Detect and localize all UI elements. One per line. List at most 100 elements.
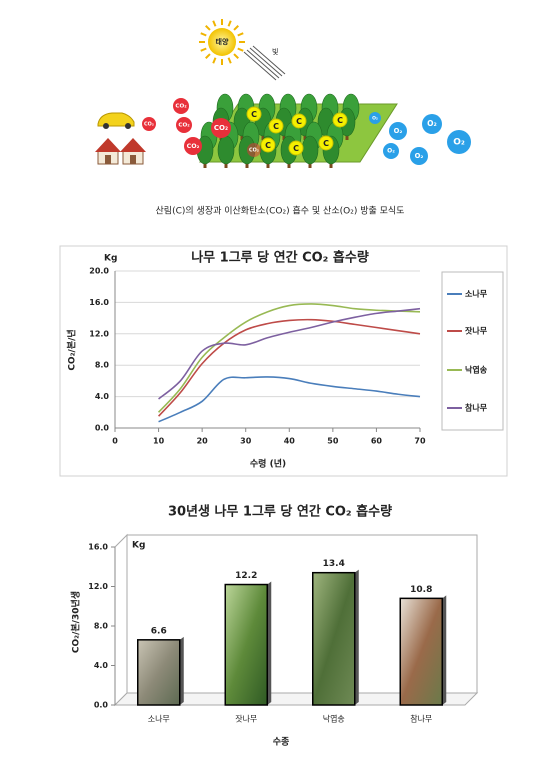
y-tick-label: 8.0	[95, 361, 110, 370]
co2-bubble	[173, 98, 189, 114]
carbon-dot	[291, 113, 307, 129]
light-arrow	[243, 51, 277, 81]
chart-title: 나무 1그루 당 연간 CO₂ 흡수량	[191, 250, 369, 266]
light-arrow	[252, 45, 286, 75]
x-axis-label: 수종	[273, 737, 290, 748]
y-tick-label: 4.0	[95, 392, 110, 401]
bar	[137, 639, 181, 706]
o2-bubble	[389, 122, 407, 140]
y-tick-label: 16.0	[89, 298, 109, 307]
sun-ray	[200, 47, 207, 52]
o2-label: O₂	[387, 148, 395, 155]
sun-ray	[233, 25, 239, 31]
co2-bubble	[211, 118, 231, 138]
sun-ray	[233, 53, 239, 59]
o2-label: O₂	[372, 116, 378, 122]
bar	[312, 571, 356, 706]
legend-label: 소나무	[465, 289, 488, 299]
line-chart: 나무 1그루 당 연간 CO₂ 흡수량 Kg CO₂/본/년수령 (년) 0.0 4.0…	[66, 250, 488, 470]
carbon-dot	[288, 140, 304, 156]
co2-label: CO₂	[144, 122, 154, 128]
y-axis-label: CO₂/본/년	[66, 329, 78, 370]
bar	[399, 597, 443, 706]
x-tick-label: 60	[371, 437, 383, 446]
sun-ray	[237, 47, 244, 52]
carbon-dot	[318, 135, 334, 151]
x-tick-label: 낙엽송	[323, 714, 345, 724]
co2-label: CO₂	[178, 123, 190, 129]
carbon-dot	[332, 112, 348, 128]
value-label: 13.4	[323, 559, 345, 569]
chart-title: 30년생 나무 1그루 당 연간 CO₂ 흡수량	[168, 504, 392, 520]
co2-label: CO₂	[187, 143, 200, 150]
bar-side	[267, 581, 272, 705]
car-wheel	[125, 123, 131, 129]
co2-label: CO₂	[175, 104, 187, 110]
x-tick-label: 잣나무	[235, 714, 257, 724]
o2-bubble	[369, 112, 381, 124]
x-tick-label: 0	[112, 437, 118, 446]
house-door	[105, 155, 111, 164]
sun-ray	[227, 20, 232, 27]
legend-box	[441, 271, 504, 431]
sun-ray	[212, 57, 217, 64]
o2-bubble	[422, 114, 442, 134]
x-tick-label: 20	[197, 437, 209, 446]
y-tick-label: 20.0	[89, 267, 109, 276]
value-label: 10.8	[410, 585, 432, 595]
carbon-label: C	[296, 117, 302, 126]
sun-ray	[212, 20, 217, 27]
carbon-dot	[246, 106, 262, 122]
x-tick-label: 40	[284, 437, 296, 446]
x-tick-label: 50	[327, 437, 339, 446]
series-line	[157, 303, 421, 413]
carbon-label: C	[265, 141, 271, 150]
y-tick-label: 0.0	[95, 424, 110, 433]
illustration: 태양빛 C C C C C C C CO₂ CO₂ CO₂ CO₂ CO₂ CO₂ O₂ O₂ O₂ O₂ O₂ O₂	[95, 19, 471, 168]
bar-side	[179, 636, 184, 705]
co2-bubble	[176, 117, 192, 133]
unit-label: Kg	[132, 541, 145, 551]
co2-bubble	[142, 117, 156, 131]
co2-bubble	[247, 143, 261, 157]
carbon-label: C	[251, 110, 257, 119]
x-axis-label: 수령 (년)	[250, 458, 286, 470]
car-wheel	[103, 123, 109, 129]
o2-bubble	[383, 143, 399, 159]
carbon-label: C	[337, 116, 343, 125]
house-roof	[120, 138, 146, 152]
o2-bubble	[410, 147, 428, 165]
y-tick-label: 16.0	[88, 543, 108, 552]
sun-ray	[237, 32, 244, 37]
tree-crown	[301, 135, 319, 165]
x-tick-label: 소나무	[148, 715, 170, 724]
o2-label: O₂	[427, 119, 437, 128]
o2-bubble	[447, 130, 471, 154]
unit-label: Kg	[104, 254, 117, 264]
y-tick-label: 8.0	[94, 622, 109, 631]
carbon-label: C	[273, 122, 279, 131]
sun-ray	[205, 25, 211, 31]
x-tick-label: 70	[414, 437, 426, 446]
o2-label: O₂	[394, 127, 403, 135]
y-tick-label: 0.0	[94, 701, 109, 710]
sun	[208, 28, 236, 56]
carbon-label: C	[323, 139, 329, 148]
side-wall	[114, 533, 128, 707]
y-axis-label: CO₂/본/30년생	[70, 591, 82, 653]
legend-label: 잣나무	[465, 326, 488, 336]
light-arrow	[246, 49, 280, 79]
x-tick-label: 참나무	[410, 714, 432, 724]
sun-label: 태양	[216, 37, 229, 46]
sun-ray	[200, 32, 207, 37]
carbon-dot	[260, 137, 276, 153]
series-line	[158, 376, 421, 423]
co2-bubble	[184, 137, 202, 155]
house-door	[130, 155, 136, 164]
x-tick-label: 30	[240, 437, 252, 446]
bar	[224, 583, 268, 706]
y-tick-label: 12.0	[88, 582, 108, 591]
